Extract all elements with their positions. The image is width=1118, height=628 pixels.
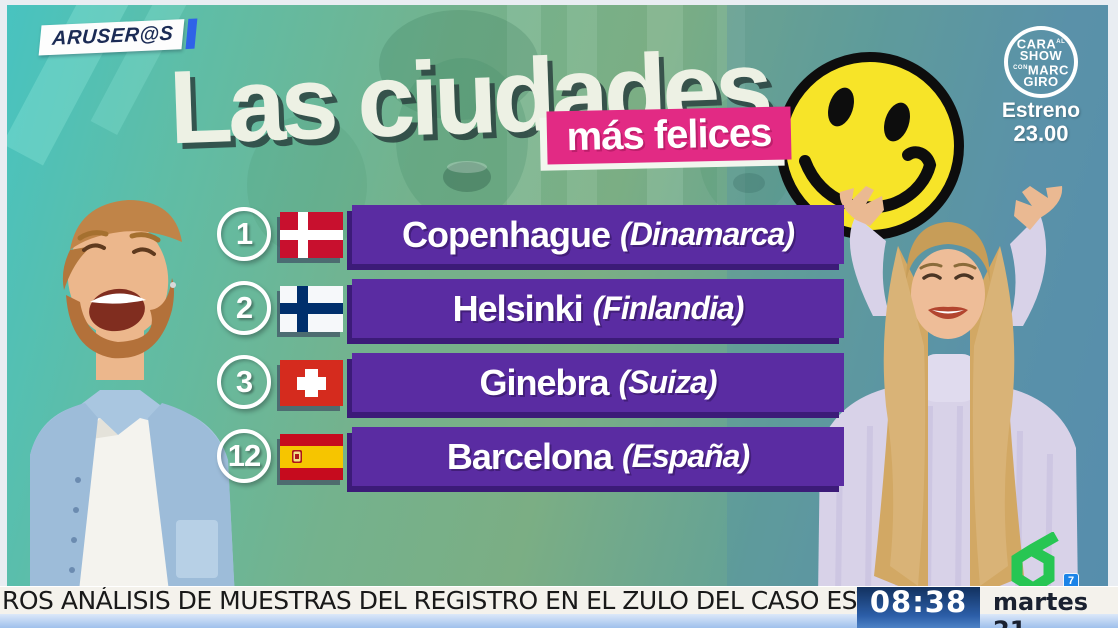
rank-badge: 2 bbox=[217, 281, 271, 335]
country-name: (España) bbox=[621, 438, 750, 474]
country-name: (Finlandia) bbox=[592, 290, 745, 326]
city-bar: Ginebra (Suiza) bbox=[352, 353, 844, 412]
city-name: Ginebra bbox=[479, 361, 610, 403]
clock-box: 08:38 bbox=[857, 587, 980, 628]
channel-logo: 7 bbox=[1006, 531, 1079, 595]
ranking-row: 2 Helsinki (Finlandia) bbox=[7, 279, 1108, 339]
rank-badge: 12 bbox=[217, 429, 271, 483]
ranking-row: 12 Barcelona (España) bbox=[7, 427, 1108, 487]
lasexta-six-icon bbox=[1011, 531, 1059, 595]
switzerland-flag-icon bbox=[280, 360, 343, 406]
country-name: (Suiza) bbox=[618, 364, 718, 400]
promo-show-logo: CARAAL SHOW CONMARC GIRO bbox=[1004, 26, 1078, 98]
channel-seven-badge: 7 bbox=[1063, 573, 1079, 589]
rank-badge: 3 bbox=[217, 355, 271, 409]
clock-time: 08:38 bbox=[869, 585, 968, 619]
headline-highlight-box: más felices bbox=[546, 106, 792, 165]
bottom-strip bbox=[0, 614, 1118, 628]
promo-estreno-label: Estreno bbox=[1001, 99, 1081, 122]
tv-graphic-stage: Las ciudades más felices 1 Copenhague (D… bbox=[7, 5, 1108, 628]
city-bar: Barcelona (España) bbox=[352, 427, 844, 486]
man-photo bbox=[30, 200, 235, 600]
promo-time: 23.00 bbox=[1013, 121, 1069, 146]
woman-photo bbox=[818, 186, 1078, 598]
program-logo-box: ARUSER@S bbox=[38, 19, 185, 56]
program-logo-slash-icon bbox=[185, 18, 198, 50]
ranking-row: 1 Copenhague (Dinamarca) bbox=[7, 205, 1108, 265]
ticker-headline: ROS ANÁLISIS DE MUESTRAS DEL REGISTRO EN… bbox=[2, 586, 976, 614]
country-name: (Dinamarca) bbox=[620, 216, 795, 252]
date-label: martes 21 bbox=[993, 588, 1089, 628]
finland-flag-icon bbox=[280, 286, 343, 332]
city-name: Barcelona bbox=[446, 435, 613, 477]
denmark-flag-icon bbox=[280, 212, 343, 258]
headline-highlight-label: más felices bbox=[566, 110, 772, 160]
ranking-row: 3 Ginebra (Suiza) bbox=[7, 353, 1108, 413]
program-logo-label: ARUSER@S bbox=[51, 22, 175, 50]
city-bar: Copenhague (Dinamarca) bbox=[352, 205, 844, 264]
spain-flag-icon bbox=[280, 434, 343, 480]
rank-badge: 1 bbox=[217, 207, 271, 261]
city-name: Helsinki bbox=[452, 287, 584, 329]
city-name: Copenhague bbox=[402, 213, 611, 255]
city-bar: Helsinki (Finlandia) bbox=[352, 279, 844, 338]
